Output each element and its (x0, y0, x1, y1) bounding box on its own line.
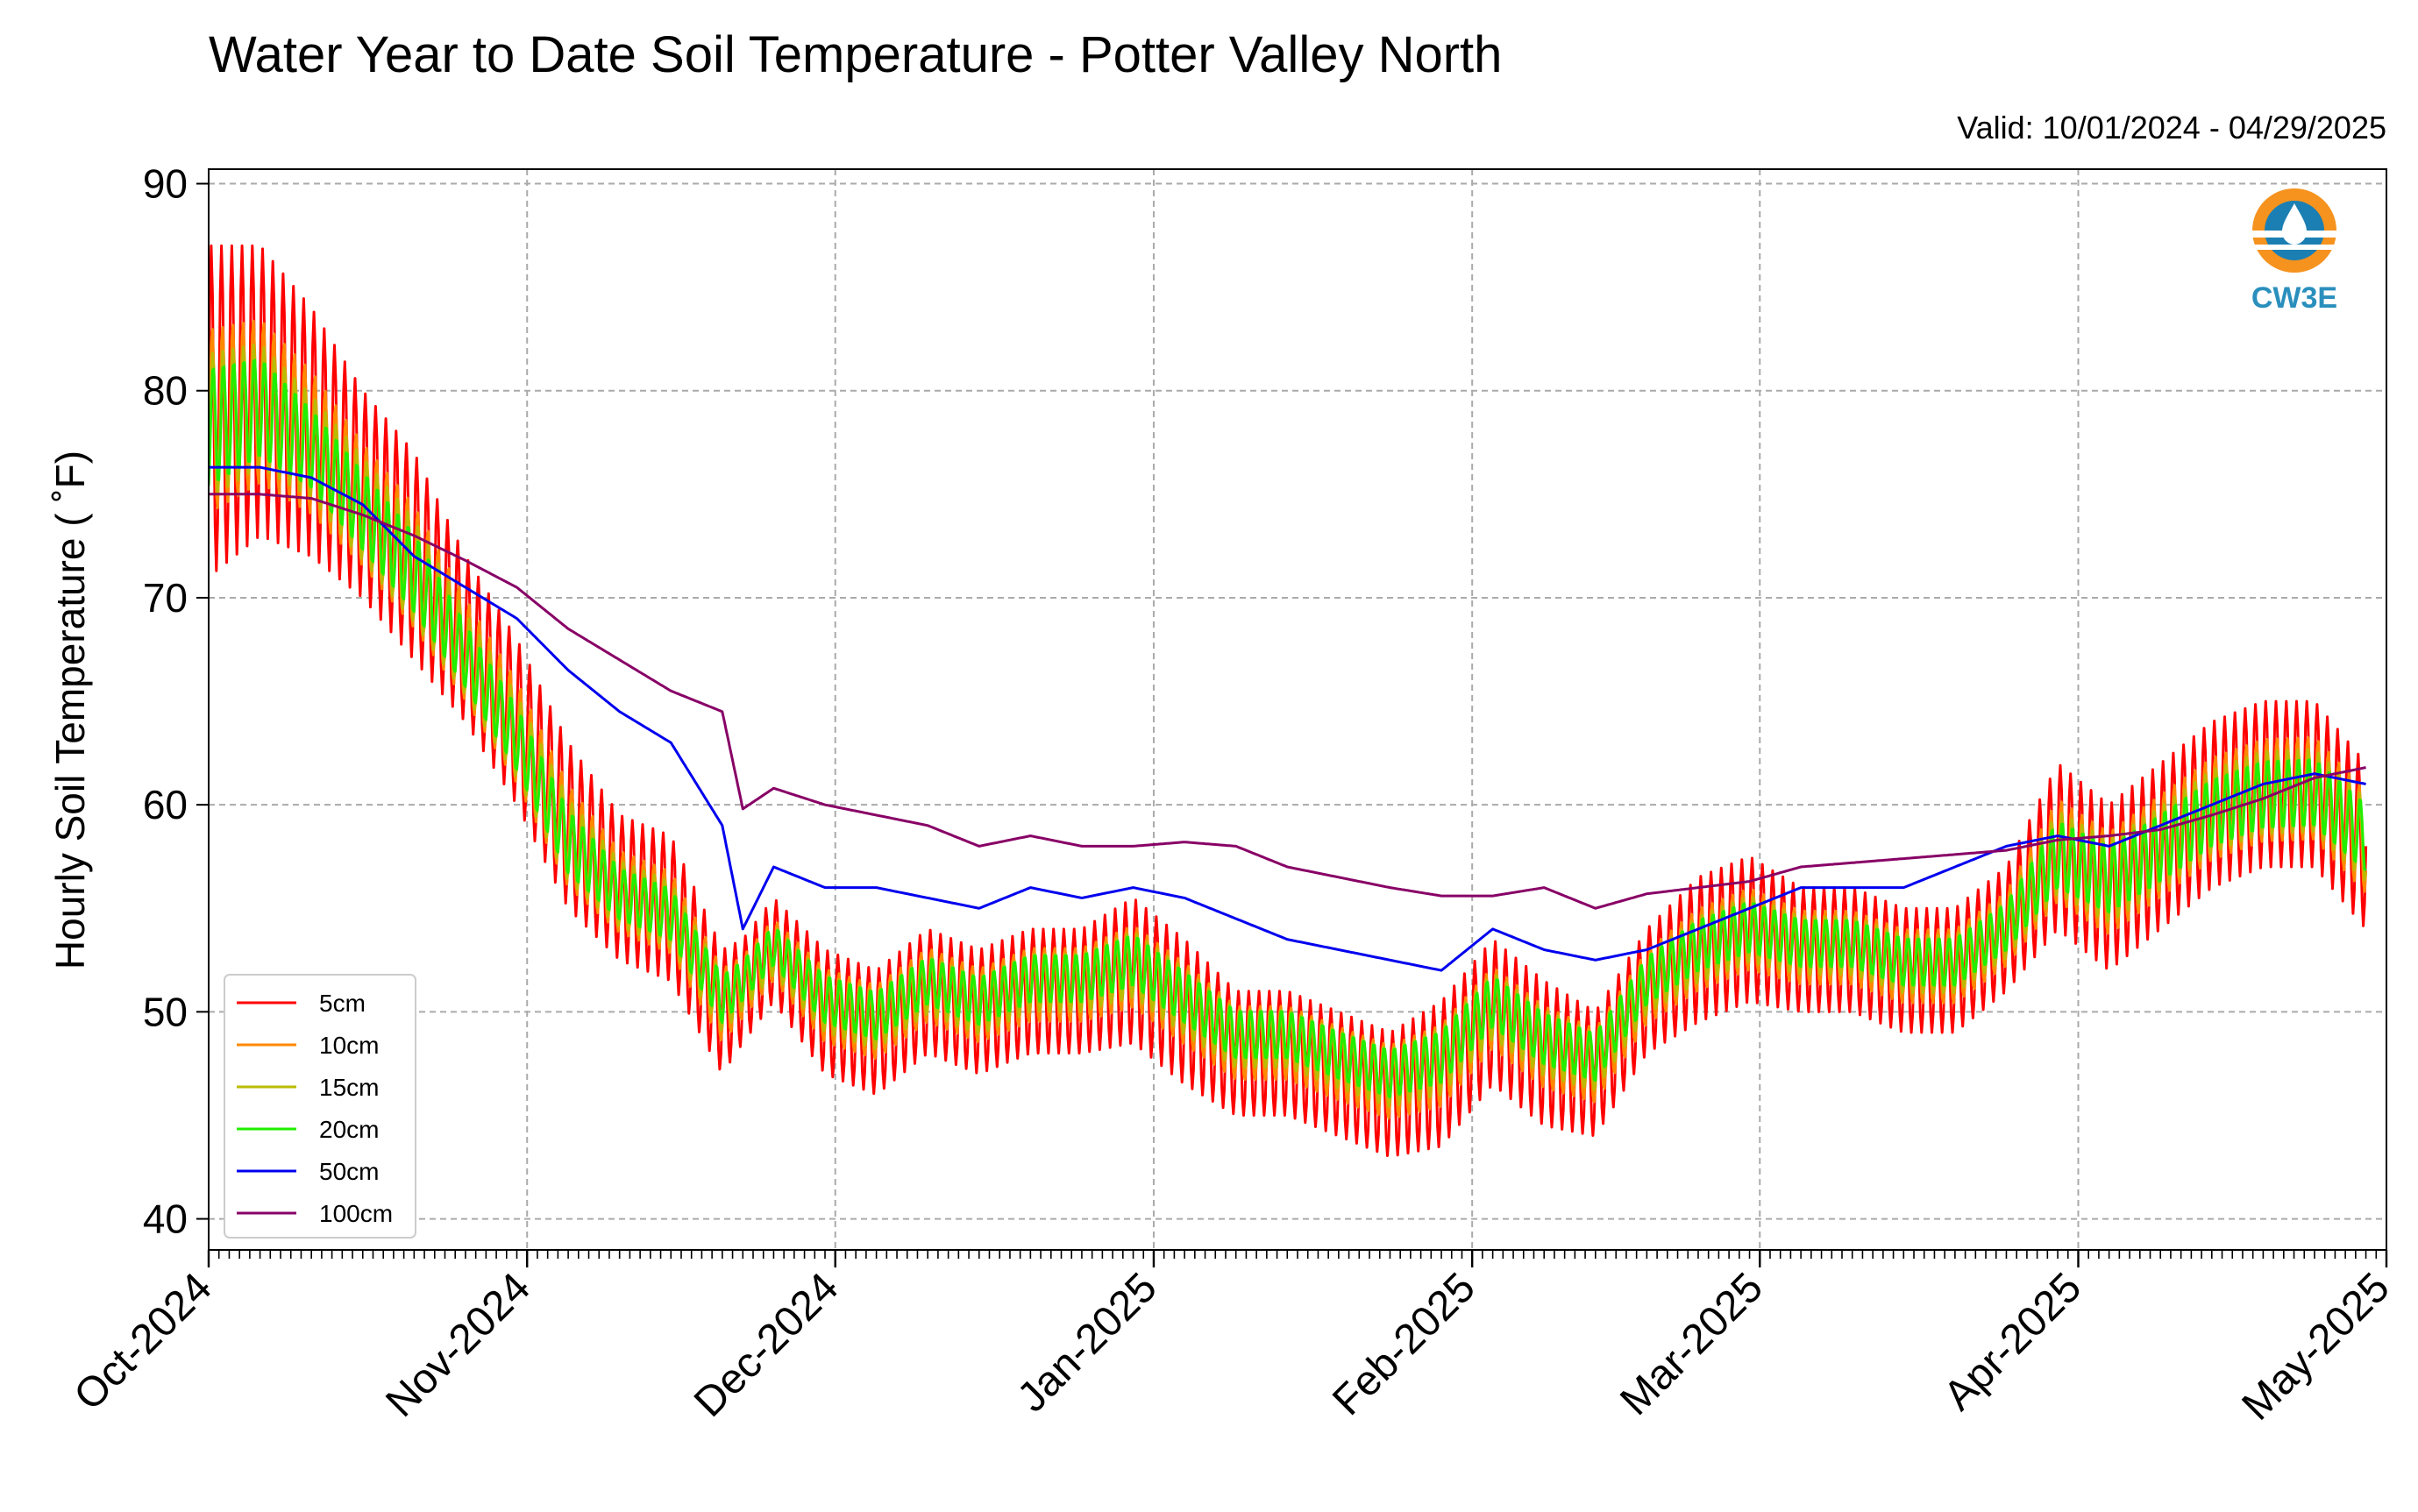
x-tick-label: Oct-2024 (66, 1264, 221, 1419)
y-tick-label: 90 (143, 161, 188, 207)
x-tick-label: Apr-2025 (1935, 1264, 2090, 1419)
y-axis: 40 50 60 70 80 90 (143, 161, 209, 1242)
y-axis-label: Hourly Soil Temperature ( ˚F) (47, 451, 93, 969)
y-tick-label: 60 (143, 782, 188, 827)
legend-label: 15cm (319, 1074, 379, 1101)
legend: 5cm 10cm 15cm 20cm 50cm 100cm (224, 974, 416, 1239)
x-tick-label: Jan-2025 (1009, 1264, 1166, 1421)
legend-label: 100cm (319, 1200, 393, 1227)
x-tick-label: Mar-2025 (1611, 1264, 1772, 1424)
series-lines (209, 244, 2368, 1157)
series-line-20cm (209, 358, 2367, 1099)
y-tick-label: 70 (143, 575, 188, 621)
legend-label: 50cm (319, 1158, 379, 1185)
chart-title: Water Year to Date Soil Temperature - Po… (209, 26, 1502, 83)
y-tick-label: 40 (143, 1196, 188, 1242)
logo-text: CW3E (2251, 281, 2337, 315)
series-line-100cm (209, 493, 2366, 910)
valid-range-subtitle: Valid: 10/01/2024 - 04/29/2025 (1957, 110, 2386, 146)
x-tick-label: Feb-2025 (1324, 1264, 1484, 1424)
series-line-50cm (209, 465, 2366, 972)
x-axis: Oct-2024 Nov-2024 Dec-2024 Jan-2025 Feb-2025… (66, 1250, 2399, 1430)
cw3e-logo: CW3E (2251, 188, 2337, 315)
x-tick-label: Dec-2024 (686, 1264, 848, 1426)
legend-label: 5cm (319, 990, 366, 1017)
y-tick-label: 50 (143, 989, 188, 1034)
legend-label: 20cm (319, 1116, 379, 1143)
y-tick-label: 80 (143, 368, 188, 414)
logo-drop-icon (2282, 203, 2307, 245)
x-tick-label: Nov-2024 (377, 1264, 539, 1426)
legend-label: 10cm (319, 1032, 379, 1059)
x-tick-label: May-2025 (2233, 1264, 2398, 1429)
